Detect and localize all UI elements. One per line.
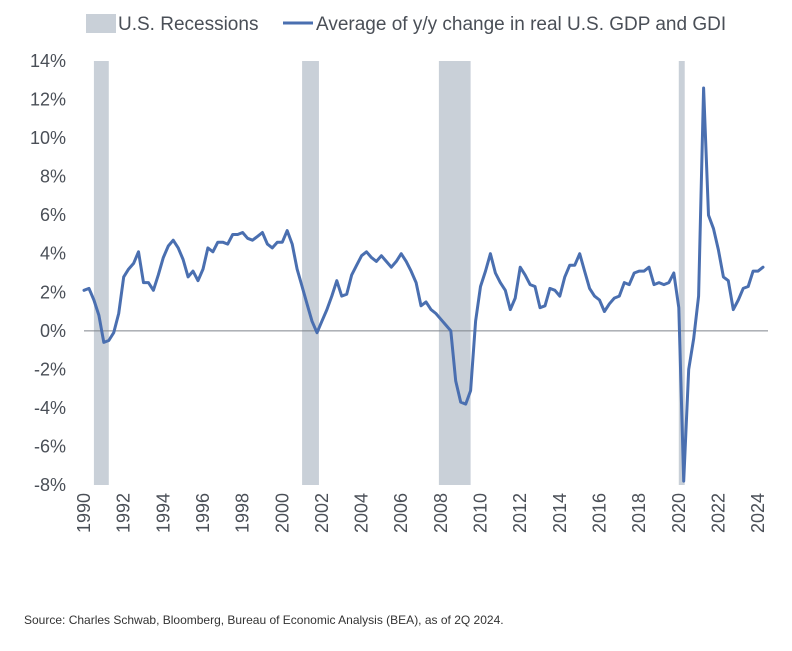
legend: U.S. Recessions Average of y/y change in … <box>86 14 726 35</box>
y-tick-label: -8% <box>34 475 66 495</box>
x-tick-label: 1994 <box>153 493 173 533</box>
x-tick-label: 1998 <box>233 493 253 533</box>
x-tick-label: 2012 <box>510 493 530 533</box>
y-tick-label: 14% <box>30 51 66 71</box>
y-tick-label: 10% <box>30 128 66 148</box>
legend-swatch-recessions <box>86 14 116 33</box>
y-axis-ticks: -8% -6% -4% -2% 0% 2% 4% 6% 8% 10% 12% 14% <box>30 51 66 495</box>
recession-band-3 <box>678 61 685 485</box>
y-tick-label: 0% <box>40 321 66 341</box>
x-tick-label: 2024 <box>748 493 768 533</box>
y-tick-label: 2% <box>40 282 66 302</box>
x-tick-label: 2016 <box>589 493 609 533</box>
y-tick-label: -2% <box>34 359 66 379</box>
recession-band-0 <box>93 61 109 485</box>
x-tick-label: 2010 <box>471 493 491 533</box>
x-tick-label: 2004 <box>352 493 372 533</box>
y-tick-label: -6% <box>34 436 66 456</box>
x-tick-label: 2022 <box>708 493 728 533</box>
x-tick-label: 1992 <box>114 493 134 533</box>
source-note: Source: Charles Schwab, Bloomberg, Burea… <box>24 613 504 627</box>
y-tick-label: -4% <box>34 398 66 418</box>
x-axis-ticks: 1990 1992 1994 1996 1998 2000 2002 2004 2006 2008… <box>74 493 768 533</box>
x-tick-label: 2006 <box>391 493 411 533</box>
recession-band-1 <box>302 61 319 485</box>
x-tick-label: 2000 <box>272 493 292 533</box>
series-lines <box>82 86 765 483</box>
x-tick-label: 2008 <box>431 493 451 533</box>
recession-band-2 <box>438 61 471 485</box>
y-tick-label: 6% <box>40 205 66 225</box>
legend-label-recessions: U.S. Recessions <box>118 14 258 35</box>
recession-bands <box>93 61 685 485</box>
gdp-gdi-chart: -8% -6% -4% -2% 0% 2% 4% 6% 8% 10% 12% 14% 1990 1992… <box>30 14 768 533</box>
y-tick-label: 4% <box>40 244 66 264</box>
series-line-0 <box>82 86 765 483</box>
x-tick-label: 1990 <box>74 493 94 533</box>
y-tick-label: 12% <box>30 90 66 110</box>
x-tick-label: 1996 <box>193 493 213 533</box>
x-tick-label: 2014 <box>550 493 570 533</box>
x-tick-label: 2002 <box>312 493 332 533</box>
x-tick-label: 2020 <box>669 493 689 533</box>
legend-label-series: Average of y/y change in real U.S. GDP a… <box>316 14 726 35</box>
y-tick-label: 8% <box>40 167 66 187</box>
x-tick-label: 2018 <box>629 493 649 533</box>
